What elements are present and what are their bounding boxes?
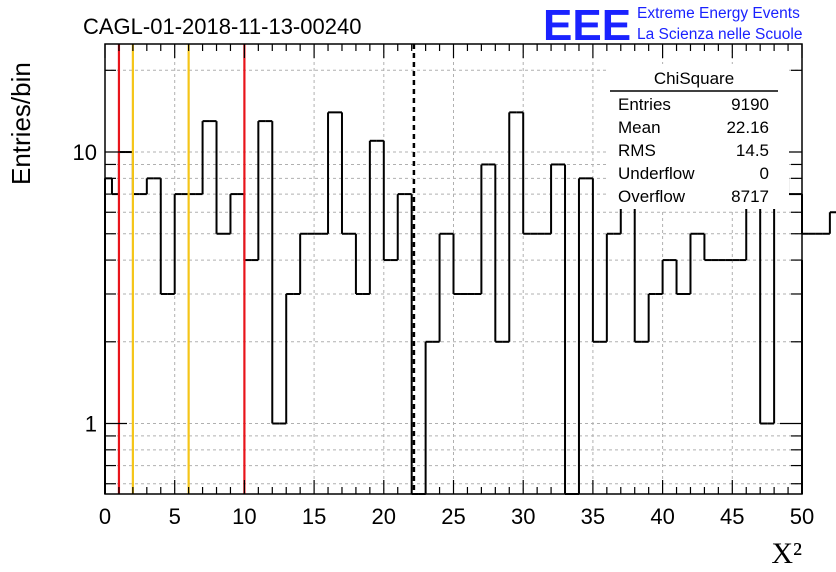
plot-frame bbox=[104, 43, 803, 495]
stats-value-overflow: 8717 bbox=[731, 187, 769, 206]
stats-title: ChiSquare bbox=[654, 69, 734, 88]
stats-label-mean: Mean bbox=[618, 118, 661, 137]
eee-logo: EEE bbox=[543, 1, 631, 50]
x-tick-label: 40 bbox=[650, 504, 674, 529]
stats-label-entries: Entries bbox=[618, 95, 671, 114]
stats-box: ChiSquare Entries 9190 Mean 22.16 RMS 14… bbox=[606, 64, 789, 209]
stats-value-mean: 22.16 bbox=[726, 118, 769, 137]
x-tick-label: 30 bbox=[511, 504, 535, 529]
stats-label-overflow: Overflow bbox=[618, 187, 686, 206]
stats-label-rms: RMS bbox=[618, 141, 656, 160]
y-tick-label: 1 bbox=[85, 412, 97, 437]
reference-lines bbox=[117, 44, 416, 494]
x-tick-label: 5 bbox=[169, 504, 181, 529]
x-axis-title: X² bbox=[771, 537, 802, 570]
stats-value-underflow: 0 bbox=[760, 164, 769, 183]
run-title: CAGL-01-2018-11-13-00240 bbox=[83, 14, 361, 39]
x-tick-label: 20 bbox=[372, 504, 396, 529]
x-tick-label: 50 bbox=[790, 504, 814, 529]
y-axis-title: Entries/bin bbox=[6, 62, 36, 185]
logo-line-1: Extreme Energy Events bbox=[637, 5, 800, 22]
x-tick-label: 10 bbox=[232, 504, 256, 529]
tick-labels: 0 5 10 15 20 25 30 35 40 45 50 1 10 bbox=[73, 140, 815, 529]
logo-line-2: La Scienza nelle Scuole bbox=[637, 26, 802, 43]
stats-value-rms: 14.5 bbox=[736, 141, 769, 160]
x-tick-label: 15 bbox=[302, 504, 326, 529]
x-tick-label: 45 bbox=[720, 504, 744, 529]
x-tick-label: 0 bbox=[99, 504, 111, 529]
stats-label-underflow: Underflow bbox=[618, 164, 695, 183]
stats-value-entries: 9190 bbox=[731, 95, 769, 114]
y-tick-label: 10 bbox=[73, 140, 97, 165]
x-tick-label: 25 bbox=[441, 504, 465, 529]
histogram-bins bbox=[104, 111, 836, 495]
x-tick-label: 35 bbox=[581, 504, 605, 529]
